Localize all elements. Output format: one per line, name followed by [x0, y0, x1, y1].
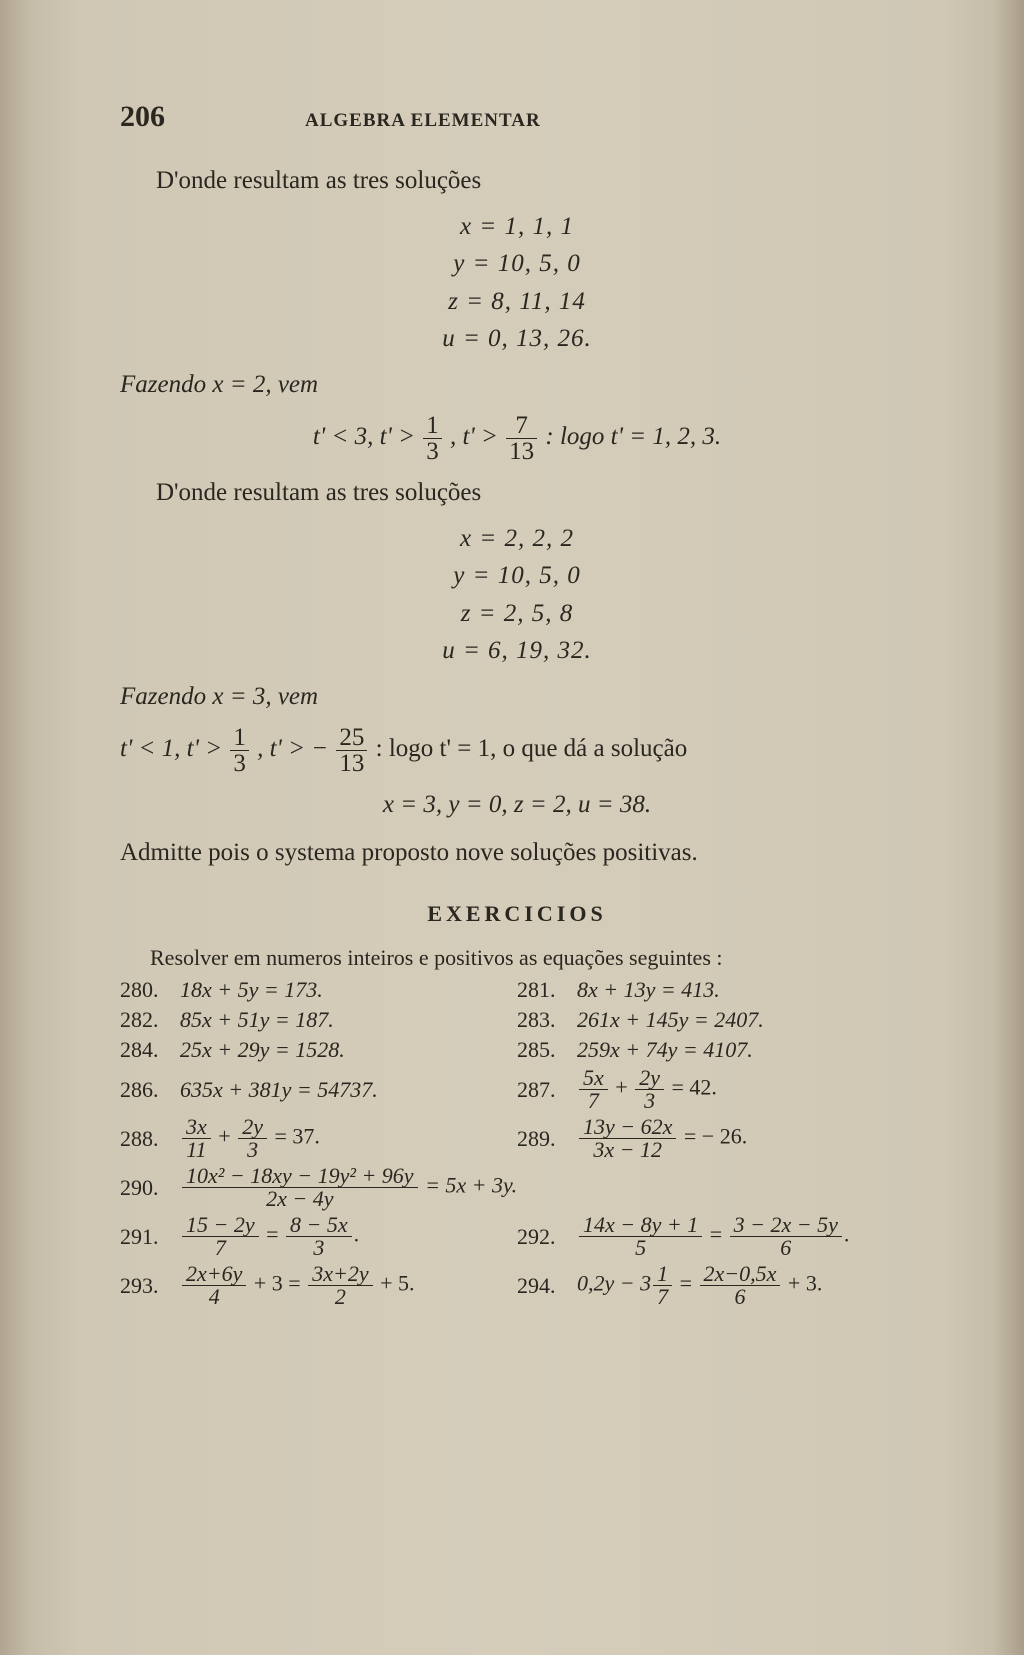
fraction: 10x² − 18xy − 19y² + 96y2x − 4y [182, 1165, 418, 1210]
ex-num: 284. [120, 1037, 168, 1063]
ex-num: 281. [517, 977, 565, 1003]
ex-num: 280. [120, 977, 168, 1003]
ex-row: 293. 2x+6y4 + 3 = 3x+2y2 + 5. 294. 0,2y … [120, 1263, 914, 1308]
ex-row: 286. 635x + 381y = 54737. 287. 5x7 + 2y3 … [120, 1067, 914, 1112]
ex-num: 282. [120, 1007, 168, 1033]
ex-num: 292. [517, 1224, 565, 1250]
fraction: 2y3 [238, 1116, 267, 1161]
ex-row: 282. 85x + 51y = 187. 283. 261x + 145y = 2… [120, 1007, 914, 1033]
math-line-3: x = 3, y = 0, z = 2, u = 38. [120, 786, 914, 824]
ex-num: 288. [120, 1126, 168, 1152]
math-line-2: t' < 1, t' > 13 , t' > − 2513 : logo t' … [120, 725, 914, 776]
ex-eq: 635x + 381y = 54737. [180, 1077, 378, 1103]
fraction: 713 [506, 413, 537, 464]
ex-num: 283. [517, 1007, 565, 1033]
sol1-line: z = 8, 11, 14 [120, 283, 914, 321]
fraction: 13 [423, 413, 442, 464]
ex-eq: 259x + 74y = 4107. [577, 1037, 753, 1063]
sol1-line: u = 0, 13, 26. [120, 320, 914, 358]
ex-num: 285. [517, 1037, 565, 1063]
solution-block-1: x = 1, 1, 1 y = 10, 5, 0 z = 8, 11, 14 u… [120, 208, 914, 358]
fraction: 5x7 [579, 1067, 608, 1112]
ex-num: 287. [517, 1077, 565, 1103]
fraction: 14x − 8y + 15 [579, 1214, 702, 1259]
sol2-line: z = 2, 5, 8 [120, 595, 914, 633]
ex-num: 293. [120, 1273, 168, 1299]
ex-eq: 25x + 29y = 1528. [180, 1037, 345, 1063]
ex-eq: 5x7 + 2y3 = 42. [577, 1067, 717, 1112]
sol1-line: y = 10, 5, 0 [120, 245, 914, 283]
fraction: 17 [653, 1263, 672, 1308]
ex-eq: 261x + 145y = 2407. [577, 1007, 764, 1033]
m2-post: : logo t' = 1, o que dá a solução [376, 735, 688, 762]
ex-num: 291. [120, 1224, 168, 1250]
ex-eq: 85x + 51y = 187. [180, 1007, 334, 1033]
exercises-table: 280.18x + 5y = 173. 281.8x + 13y = 413. … [120, 977, 914, 1308]
ex-eq: 13y − 62x3x − 12 = − 26. [577, 1116, 747, 1161]
fraction: 2y3 [635, 1067, 664, 1112]
ex-row: 280. 18x + 5y = 173. 281. 8x + 13y = 413. [120, 977, 914, 1003]
m2-pre: t' < 1, t' > [120, 735, 222, 762]
ex-num: 294. [517, 1273, 565, 1299]
book-page: 206 ALGEBRA ELEMENTAR D'onde resultam as… [0, 0, 1024, 1655]
paragraph-3: D'onde resultam as tres soluções [120, 474, 914, 512]
ex-row: 288. 3x11 + 2y3 = 37. 289. 13y − 62x3x −… [120, 1116, 914, 1161]
ex-row: 284. 25x + 29y = 1528. 285. 259x + 74y = 4… [120, 1037, 914, 1063]
fraction: 3x+2y2 [308, 1263, 372, 1308]
fraction: 13 [230, 725, 249, 776]
sol1-line: x = 1, 1, 1 [120, 208, 914, 246]
ex-eq: 3x11 + 2y3 = 37. [180, 1116, 320, 1161]
ex-row: 291. 15 − 2y7 = 8 − 5x3. 292. 14x − 8y +… [120, 1214, 914, 1259]
fraction: 15 − 2y7 [182, 1214, 259, 1259]
ex-num: 286. [120, 1077, 168, 1103]
paragraph-4: Fazendo x = 3, vem [120, 678, 914, 716]
fraction: 2513 [336, 725, 367, 776]
m1-pre: t' < 3, t' > [313, 423, 415, 450]
ex-eq: 18x + 5y = 173. [180, 977, 323, 1003]
page-header: 206 ALGEBRA ELEMENTAR [120, 100, 914, 134]
fraction: 3x11 [182, 1116, 211, 1161]
solution-block-2: x = 2, 2, 2 y = 10, 5, 0 z = 2, 5, 8 u =… [120, 520, 914, 670]
ex-row: 290. 10x² − 18xy − 19y² + 96y2x − 4y = 5… [120, 1165, 914, 1210]
math-line-1: t' < 3, t' > 13 , t' > 713 : logo t' = 1… [120, 413, 914, 464]
ex-num: 290. [120, 1175, 168, 1201]
ex-eq: 14x − 8y + 15 = 3 − 2x − 5y6. [577, 1214, 849, 1259]
ex-eq: 0,2y − 317 = 2x−0,5x6 + 3. [577, 1263, 822, 1308]
paragraph-2: Fazendo x = 2, vem [120, 366, 914, 404]
ex-num: 289. [517, 1126, 565, 1152]
fraction: 2x+6y4 [182, 1263, 246, 1308]
m1-post: : logo t' = 1, 2, 3. [545, 423, 721, 450]
fraction: 8 − 5x3 [286, 1214, 352, 1259]
fraction: 13y − 62x3x − 12 [579, 1116, 676, 1161]
ex-eq: 10x² − 18xy − 19y² + 96y2x − 4y = 5x + 3… [180, 1165, 517, 1210]
ex-eq: 8x + 13y = 413. [577, 977, 720, 1003]
sol2-line: x = 2, 2, 2 [120, 520, 914, 558]
fraction: 2x−0,5x6 [700, 1263, 781, 1308]
m2-mid: , t' > − [257, 735, 328, 762]
page-number: 206 [120, 100, 165, 134]
sol2-line: u = 6, 19, 32. [120, 632, 914, 670]
fraction: 3 − 2x − 5y6 [730, 1214, 842, 1259]
paragraph-5: Admitte pois o systema proposto nove sol… [120, 834, 914, 872]
ex-eq: 15 − 2y7 = 8 − 5x3. [180, 1214, 359, 1259]
paragraph-1: D'onde resultam as tres soluções [120, 162, 914, 200]
exercises-intro: Resolver em numeros inteiros e positivos… [120, 945, 914, 971]
m1-mid: , t' > [450, 423, 498, 450]
sol2-line: y = 10, 5, 0 [120, 557, 914, 595]
ex-eq: 2x+6y4 + 3 = 3x+2y2 + 5. [180, 1263, 415, 1308]
book-title: ALGEBRA ELEMENTAR [305, 110, 541, 132]
section-title: EXERCICIOS [120, 901, 914, 927]
